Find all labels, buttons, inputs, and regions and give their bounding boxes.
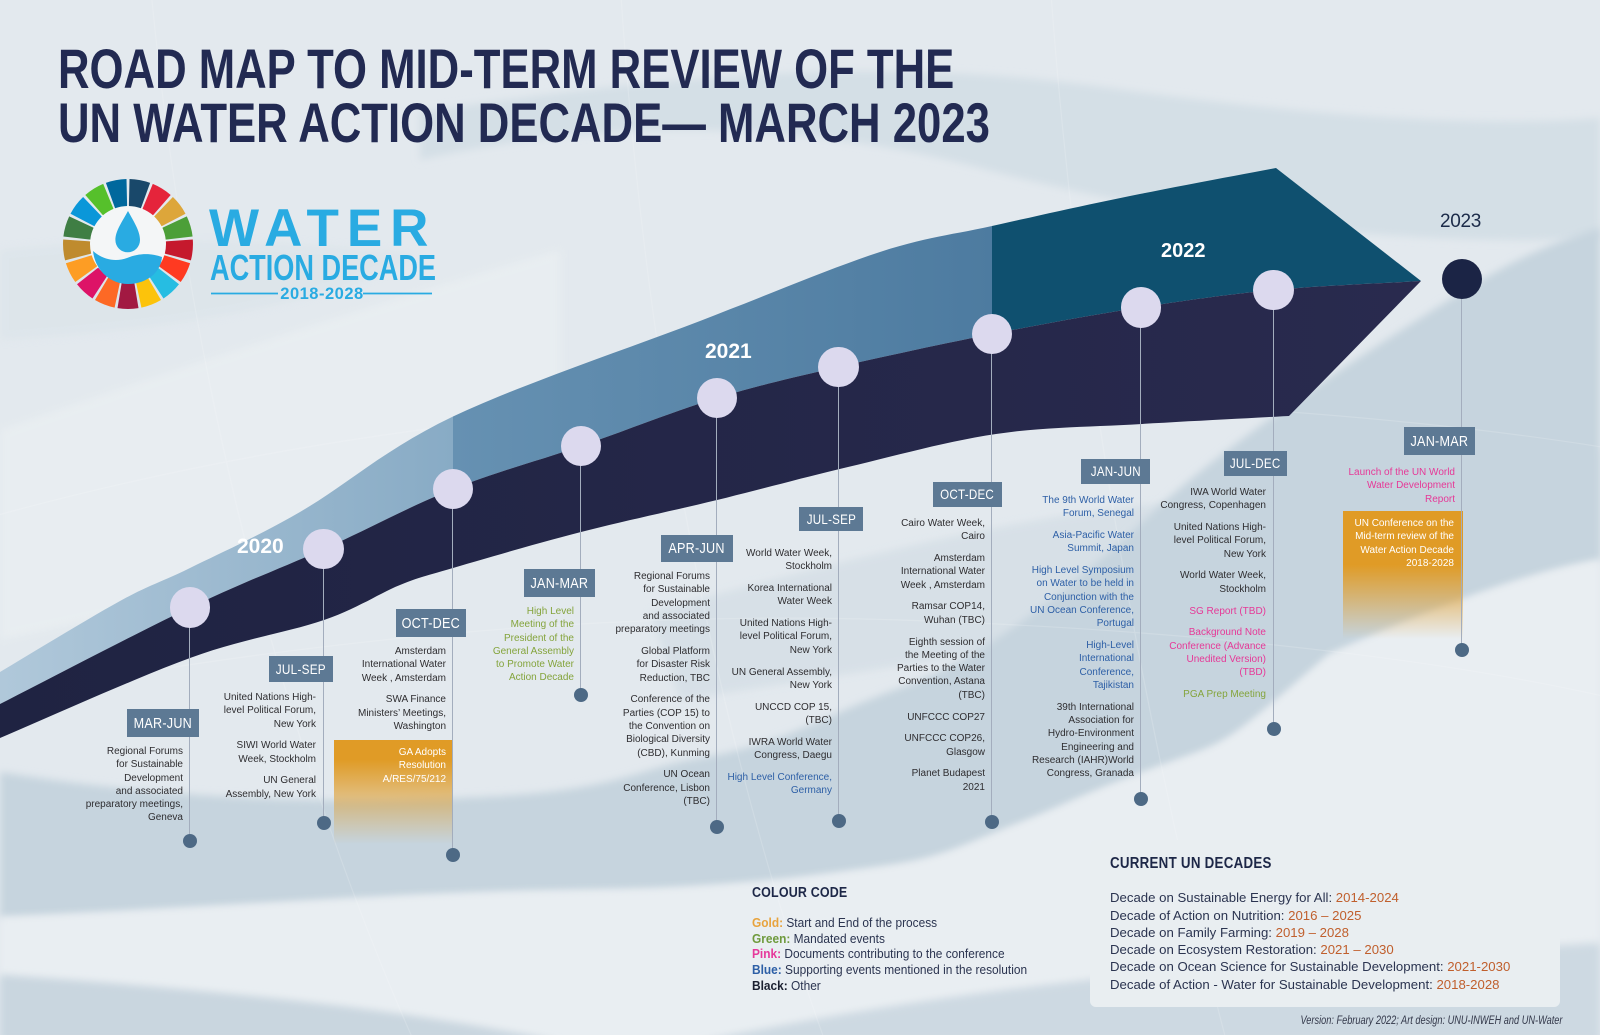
svg-text:2018-2028: 2018-2028 bbox=[280, 285, 363, 303]
svg-text:WATER: WATER bbox=[209, 199, 436, 258]
svg-text:ACTION DECADE: ACTION DECADE bbox=[210, 247, 436, 288]
